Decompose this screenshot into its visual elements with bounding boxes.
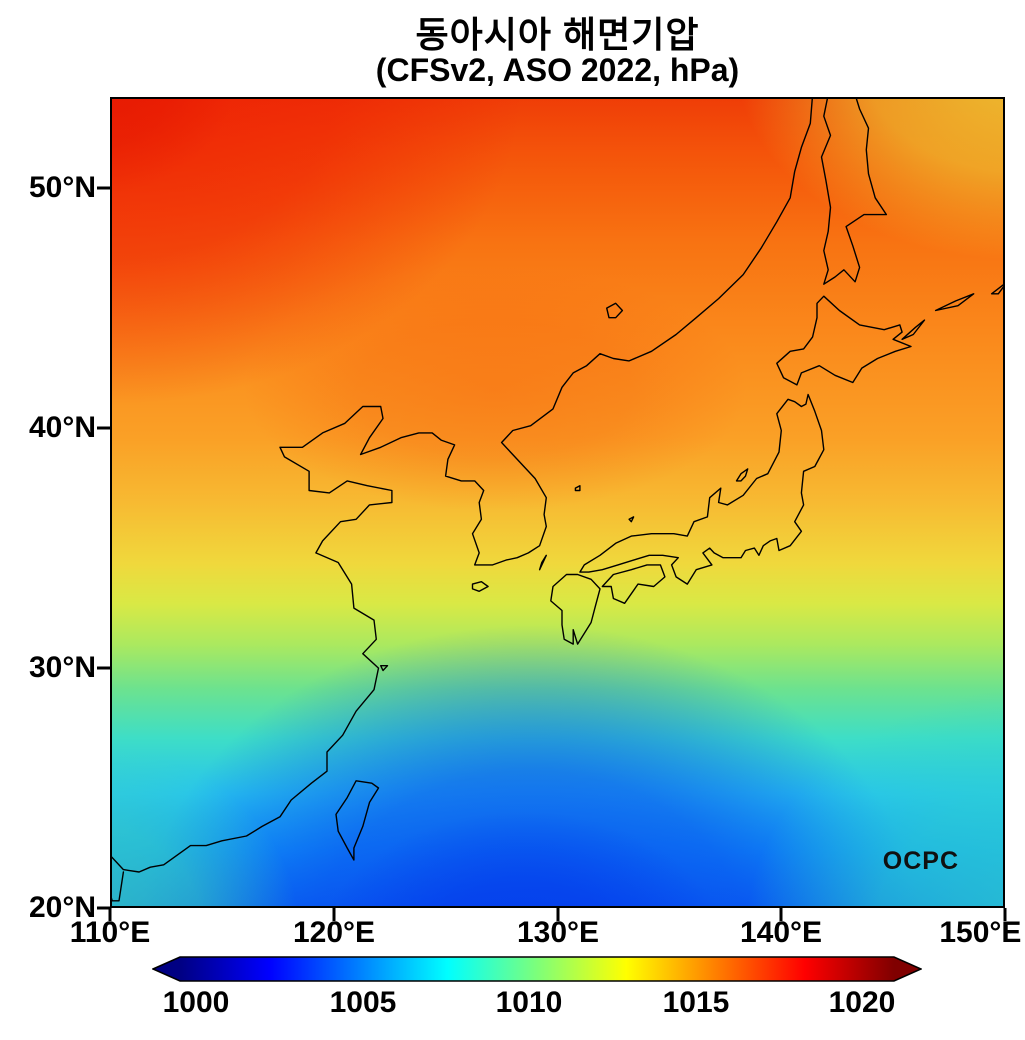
colorbar-tick-label: 1010	[495, 986, 563, 1019]
x-axis-tick	[108, 908, 112, 921]
colorbar-gradient	[152, 956, 922, 982]
x-axis-tick	[779, 908, 783, 921]
x-axis-tick	[556, 908, 560, 921]
y-axis-tick	[97, 186, 110, 190]
colorbar-tick-label: 1005	[329, 986, 397, 1019]
colorbar-tick-label: 1015	[662, 986, 730, 1019]
x-tick-label: 140°E	[739, 916, 823, 949]
ocpc-watermark: OCPC	[882, 847, 959, 875]
chart-subtitle: (CFSv2, ASO 2022, hPa)	[375, 52, 740, 88]
x-tick-label: 150°E	[939, 916, 1022, 949]
chart-title: 동아시아 해면기압	[415, 14, 700, 55]
map-plot: OCPC	[110, 97, 1005, 908]
x-tick-label: 130°E	[516, 916, 600, 949]
x-tick-label: 120°E	[292, 916, 376, 949]
y-tick-label: 20°N	[28, 891, 96, 924]
y-tick-label: 40°N	[28, 411, 96, 444]
x-axis-tick	[1003, 908, 1007, 921]
y-tick-label: 50°N	[28, 171, 96, 204]
y-axis-tick	[97, 666, 110, 670]
x-axis-tick	[332, 908, 336, 921]
colorbar-labels: 1000 1005 1010 1015 1020	[152, 986, 922, 1026]
pressure-field-map	[110, 97, 1005, 908]
y-axis-tick	[97, 906, 110, 910]
colorbar-tick-label: 1020	[828, 986, 896, 1019]
y-axis-tick	[97, 426, 110, 430]
colorbar	[152, 956, 922, 982]
y-tick-label: 30°N	[28, 651, 96, 684]
colorbar-tick-label: 1000	[162, 986, 230, 1019]
x-tick-label: 110°E	[69, 916, 151, 949]
